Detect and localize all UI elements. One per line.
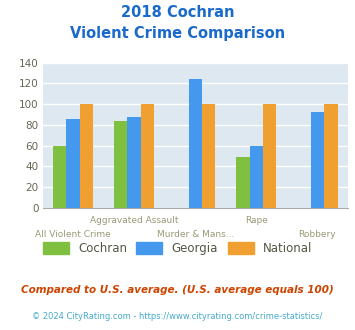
Bar: [202, 104, 215, 208]
Text: Robbery: Robbery: [299, 230, 336, 239]
Text: © 2024 CityRating.com - https://www.cityrating.com/crime-statistics/: © 2024 CityRating.com - https://www.city…: [32, 312, 323, 321]
Bar: [53, 146, 66, 208]
Bar: [263, 104, 277, 208]
Bar: [114, 121, 127, 208]
Bar: [311, 113, 324, 208]
Bar: [127, 116, 141, 208]
Bar: [324, 104, 338, 208]
Bar: [66, 119, 80, 208]
Bar: [141, 104, 154, 208]
Text: Rape: Rape: [245, 216, 268, 225]
Bar: [189, 79, 202, 208]
Bar: [80, 104, 93, 208]
Bar: [250, 146, 263, 208]
Text: Compared to U.S. average. (U.S. average equals 100): Compared to U.S. average. (U.S. average …: [21, 285, 334, 295]
Legend: Cochran, Georgia, National: Cochran, Georgia, National: [38, 237, 317, 260]
Text: All Violent Crime: All Violent Crime: [35, 230, 111, 239]
Text: 2018 Cochran: 2018 Cochran: [121, 5, 234, 20]
Bar: [236, 157, 250, 208]
Text: Aggravated Assault: Aggravated Assault: [90, 216, 179, 225]
Text: Violent Crime Comparison: Violent Crime Comparison: [70, 26, 285, 41]
Text: Murder & Mans...: Murder & Mans...: [157, 230, 234, 239]
